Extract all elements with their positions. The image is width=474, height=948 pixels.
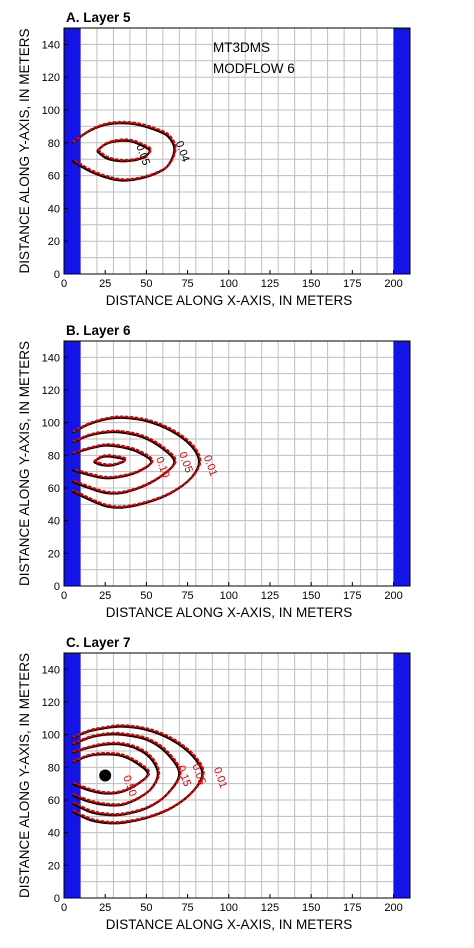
plot-area (64, 653, 410, 898)
x-tick-label: 125 (261, 278, 279, 290)
x-tick-label: 150 (302, 902, 320, 914)
y-tick-label: 20 (48, 860, 60, 872)
contour-mf6-0.20 (93, 454, 128, 466)
plot-area (64, 28, 410, 274)
y-tick-label: 80 (48, 762, 60, 774)
boundary-right (393, 28, 410, 274)
x-tick-label: 100 (220, 902, 238, 914)
y-tick-label: 140 (42, 352, 60, 364)
x-tick-label: 50 (140, 902, 152, 914)
x-tick-label: 0 (61, 590, 67, 602)
x-tick-label: 200 (384, 590, 402, 602)
contour-mf6-0.15 (72, 741, 161, 806)
y-tick-label: 140 (42, 39, 60, 51)
x-axis-label: DISTANCE ALONG X-AXIS, IN METERS (106, 917, 353, 932)
contour-mf6-0.05 (97, 138, 153, 162)
contour-mf6-0.01 (72, 724, 205, 824)
contour-mf6-0.01 (72, 415, 202, 508)
contour-mt3dms-0.15 (71, 742, 159, 807)
y-tick-label: 0 (54, 269, 60, 281)
y-axis-label: DISTANCE ALONG Y-AXIS, IN METERS (17, 341, 32, 586)
axes-frame (63, 652, 411, 899)
x-tick-label: 125 (261, 590, 279, 602)
x-tick-label: 25 (99, 590, 111, 602)
y-tick-label: 0 (54, 581, 60, 593)
x-tick-label: 175 (343, 902, 361, 914)
y-tick-label: 20 (48, 548, 60, 560)
x-tick-label: 100 (220, 278, 238, 290)
y-tick-label: 60 (48, 483, 60, 495)
contour-mt3dms-0.01 (71, 725, 204, 825)
x-tick-label: 100 (220, 590, 238, 602)
y-tick-label: 60 (48, 171, 60, 183)
y-tick-label: 20 (48, 236, 60, 248)
y-axis-label: DISTANCE ALONG Y-AXIS, IN METERS (17, 28, 32, 273)
y-tick-label: 140 (42, 664, 60, 676)
contour-mf6-0.05 (72, 731, 182, 816)
x-tick-label: 25 (99, 278, 111, 290)
x-tick-label: 50 (140, 278, 152, 290)
contour-mf6-0.04 (72, 120, 177, 181)
x-axis-label: DISTANCE ALONG X-AXIS, IN METERS (106, 293, 353, 308)
x-tick-label: 50 (140, 590, 152, 602)
x-tick-label: 175 (343, 278, 361, 290)
contour-mt3dms-0.05 (71, 733, 181, 817)
x-tick-label: 200 (384, 278, 402, 290)
x-tick-label: 175 (343, 590, 361, 602)
x-tick-label: 75 (181, 590, 193, 602)
y-tick-label: 40 (48, 516, 60, 528)
y-tick-label: 40 (48, 203, 60, 215)
contour-mf6-0.10 (72, 443, 154, 479)
source-well-marker (99, 769, 112, 782)
x-tick-label: 0 (61, 278, 67, 290)
legend-modflow6: MODFLOW 6 (213, 61, 295, 76)
y-tick-label: 0 (54, 893, 60, 905)
y-tick-label: 80 (48, 138, 60, 150)
chart-panel-3: 0.50 0.150.05 0.010 25 50 75 100 125 150 175 20002… (17, 635, 411, 932)
panel-title: A. Layer 5 (66, 10, 131, 25)
y-tick-label: 120 (42, 697, 60, 709)
panel-title: C. Layer 7 (66, 635, 131, 650)
y-tick-label: 120 (42, 385, 60, 397)
y-tick-label: 40 (48, 828, 60, 840)
y-tick-label: 120 (42, 72, 60, 84)
x-tick-label: 0 (61, 902, 67, 914)
y-tick-label: 100 (42, 418, 60, 430)
x-tick-label: 75 (181, 902, 193, 914)
contour-mf6-0.25 (72, 751, 151, 794)
x-axis-label: DISTANCE ALONG X-AXIS, IN METERS (106, 605, 353, 620)
boundary-left (64, 653, 81, 898)
axes-frame (63, 27, 411, 275)
axes-frame (63, 340, 411, 587)
y-axis-label: DISTANCE ALONG Y-AXIS, IN METERS (17, 653, 32, 898)
x-tick-label: 150 (302, 590, 320, 602)
x-tick-label: 125 (261, 902, 279, 914)
x-tick-label: 150 (302, 278, 320, 290)
contour-mt3dms-0.01 (71, 416, 201, 509)
y-tick-label: 60 (48, 795, 60, 807)
panel-title: B. Layer 6 (66, 323, 131, 338)
x-tick-label: 200 (384, 902, 402, 914)
x-tick-label: 75 (181, 278, 193, 290)
boundary-left (64, 28, 81, 274)
y-tick-label: 100 (42, 105, 60, 117)
chart-panel-1: 0.05 0.040 25 50 75 100 125 150 175 2000204060801… (17, 10, 411, 308)
legend-mt3dms: MT3DMS (213, 40, 270, 55)
x-tick-label: 25 (99, 902, 111, 914)
boundary-right (393, 653, 410, 898)
contour-mf6-0.05 (72, 429, 177, 494)
chart-panel-2: 0.10 0.05 0.010 25 50 75 100 125 150 175 200020406… (17, 323, 411, 620)
y-tick-label: 100 (42, 730, 60, 742)
boundary-right (393, 341, 410, 586)
boundary-left (64, 341, 81, 586)
y-tick-label: 80 (48, 450, 60, 462)
